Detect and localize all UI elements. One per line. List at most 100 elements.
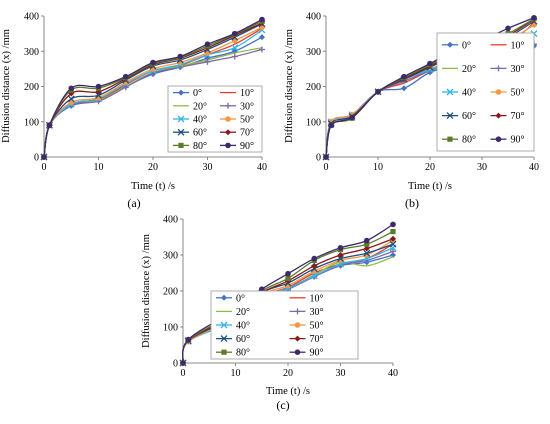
panel-a: 0 100 200 300 400 0 10 20 30 40 Diffusion distance…	[1, 12, 267, 211]
data-point	[150, 59, 156, 66]
legend-label: 80°	[236, 348, 250, 359]
y-tick-label: 200	[306, 82, 321, 93]
data-point	[204, 58, 211, 65]
legend-entry: 70°	[220, 128, 254, 139]
data-point	[389, 240, 397, 248]
x-tick-label: 20	[283, 368, 293, 379]
data-point	[311, 262, 318, 269]
legend-entry: 80°	[173, 141, 207, 152]
data-point	[337, 245, 344, 251]
data-point	[363, 237, 370, 244]
data-point	[390, 235, 396, 242]
data-point	[364, 241, 370, 247]
data-point	[231, 44, 239, 52]
data-point	[310, 272, 318, 280]
y-axis-label: Diffusion distance (x) /mm	[141, 234, 152, 348]
legend: 0° 10° 20° 30° 40° 50° 60° 70° 80° 90°	[436, 32, 535, 152]
legend-swatch-marker	[225, 102, 231, 109]
y-tick-label: 200	[24, 82, 39, 93]
legend-entry: 20°	[442, 64, 476, 75]
y-tick-label: 300	[163, 251, 178, 262]
legend-label: 40°	[193, 115, 207, 126]
y-tick-label: 0	[34, 153, 39, 164]
data-point	[259, 46, 265, 53]
legend-label: 10°	[310, 293, 324, 304]
legend-entry: 40°	[173, 115, 207, 126]
panel-label: (b)	[405, 196, 419, 210]
legend-entry: 60°	[442, 111, 476, 122]
x-tick-label: 10	[373, 162, 383, 173]
series-line	[43, 23, 263, 158]
legend-label: 20°	[462, 64, 476, 75]
legend-entry: 90°	[490, 135, 525, 146]
series-9	[41, 16, 265, 160]
data-point	[285, 270, 291, 277]
data-point	[323, 154, 329, 160]
x-tick-label: 0	[324, 162, 329, 173]
legend-swatch-marker	[294, 308, 301, 315]
legend-swatch-marker	[495, 136, 502, 142]
x-tick-label: 40	[257, 162, 267, 173]
data-point	[390, 252, 396, 258]
data-point	[390, 229, 396, 235]
y-axis-label: Diffusion distance (x) /mm	[1, 29, 12, 143]
data-point	[401, 85, 407, 92]
legend-label: 40°	[462, 88, 476, 99]
legend-label: 0°	[193, 88, 202, 99]
data-point	[67, 95, 75, 103]
legend-entry: 10°	[490, 40, 525, 51]
x-tick-label: 30	[203, 162, 213, 173]
data-point	[177, 53, 184, 60]
legend-swatch-marker	[225, 129, 231, 136]
legend-label: 80°	[193, 141, 207, 152]
data-point	[349, 114, 355, 121]
legend-swatch-marker	[495, 89, 502, 95]
legend-entry: 60°	[216, 334, 250, 345]
y-tick-label: 0	[173, 359, 178, 370]
data-point	[122, 73, 129, 80]
legend-label: 0°	[462, 40, 471, 51]
legend-label: 70°	[511, 111, 525, 122]
series-line	[43, 22, 263, 158]
data-point	[185, 336, 192, 343]
legend-swatch-marker	[294, 322, 301, 328]
legend-swatch-marker	[220, 321, 228, 329]
y-tick-label: 200	[163, 287, 178, 298]
legend-label: 30°	[511, 64, 525, 75]
legend-box	[210, 290, 359, 360]
x-tick-label: 10	[231, 368, 241, 379]
data-point	[180, 360, 186, 366]
panel-b: 0 100 200 300 400 0 10 20 30 40 Diffusion distance…	[284, 12, 539, 211]
legend-label: 90°	[310, 348, 324, 359]
legend-entry: 20°	[216, 307, 250, 318]
legend-entry: 20°	[173, 101, 207, 112]
data-point	[401, 73, 407, 80]
data-point	[259, 16, 265, 23]
legend-label: 50°	[240, 115, 254, 126]
legend-label: 90°	[240, 141, 254, 152]
legend-swatch-marker	[221, 349, 227, 355]
legend-label: 80°	[462, 135, 476, 146]
data-point	[122, 84, 129, 91]
data-point	[531, 14, 537, 21]
x-tick-label: 10	[94, 162, 104, 173]
legend-label: 70°	[310, 334, 324, 345]
legend-entry: 10°	[289, 293, 324, 304]
legend-entry: 50°	[220, 115, 254, 126]
legend-entry: 40°	[442, 88, 476, 99]
legend-entry: 70°	[289, 334, 324, 345]
legend-label: 50°	[310, 321, 324, 332]
legend-label: 60°	[462, 111, 476, 122]
x-tick-label: 0	[42, 162, 47, 173]
legend-entry: 50°	[289, 321, 324, 332]
legend-entry: 40°	[216, 321, 250, 332]
x-axis-label: Time (t) /s	[408, 181, 452, 192]
series-line	[43, 18, 263, 158]
y-tick-label: 100	[163, 323, 178, 334]
x-tick-label: 0	[181, 368, 186, 379]
legend-entry: 30°	[220, 101, 254, 112]
legend-swatch-marker	[220, 335, 228, 343]
legend-label: 10°	[511, 40, 525, 51]
data-point	[41, 154, 47, 160]
legend-swatch-marker	[495, 65, 502, 72]
